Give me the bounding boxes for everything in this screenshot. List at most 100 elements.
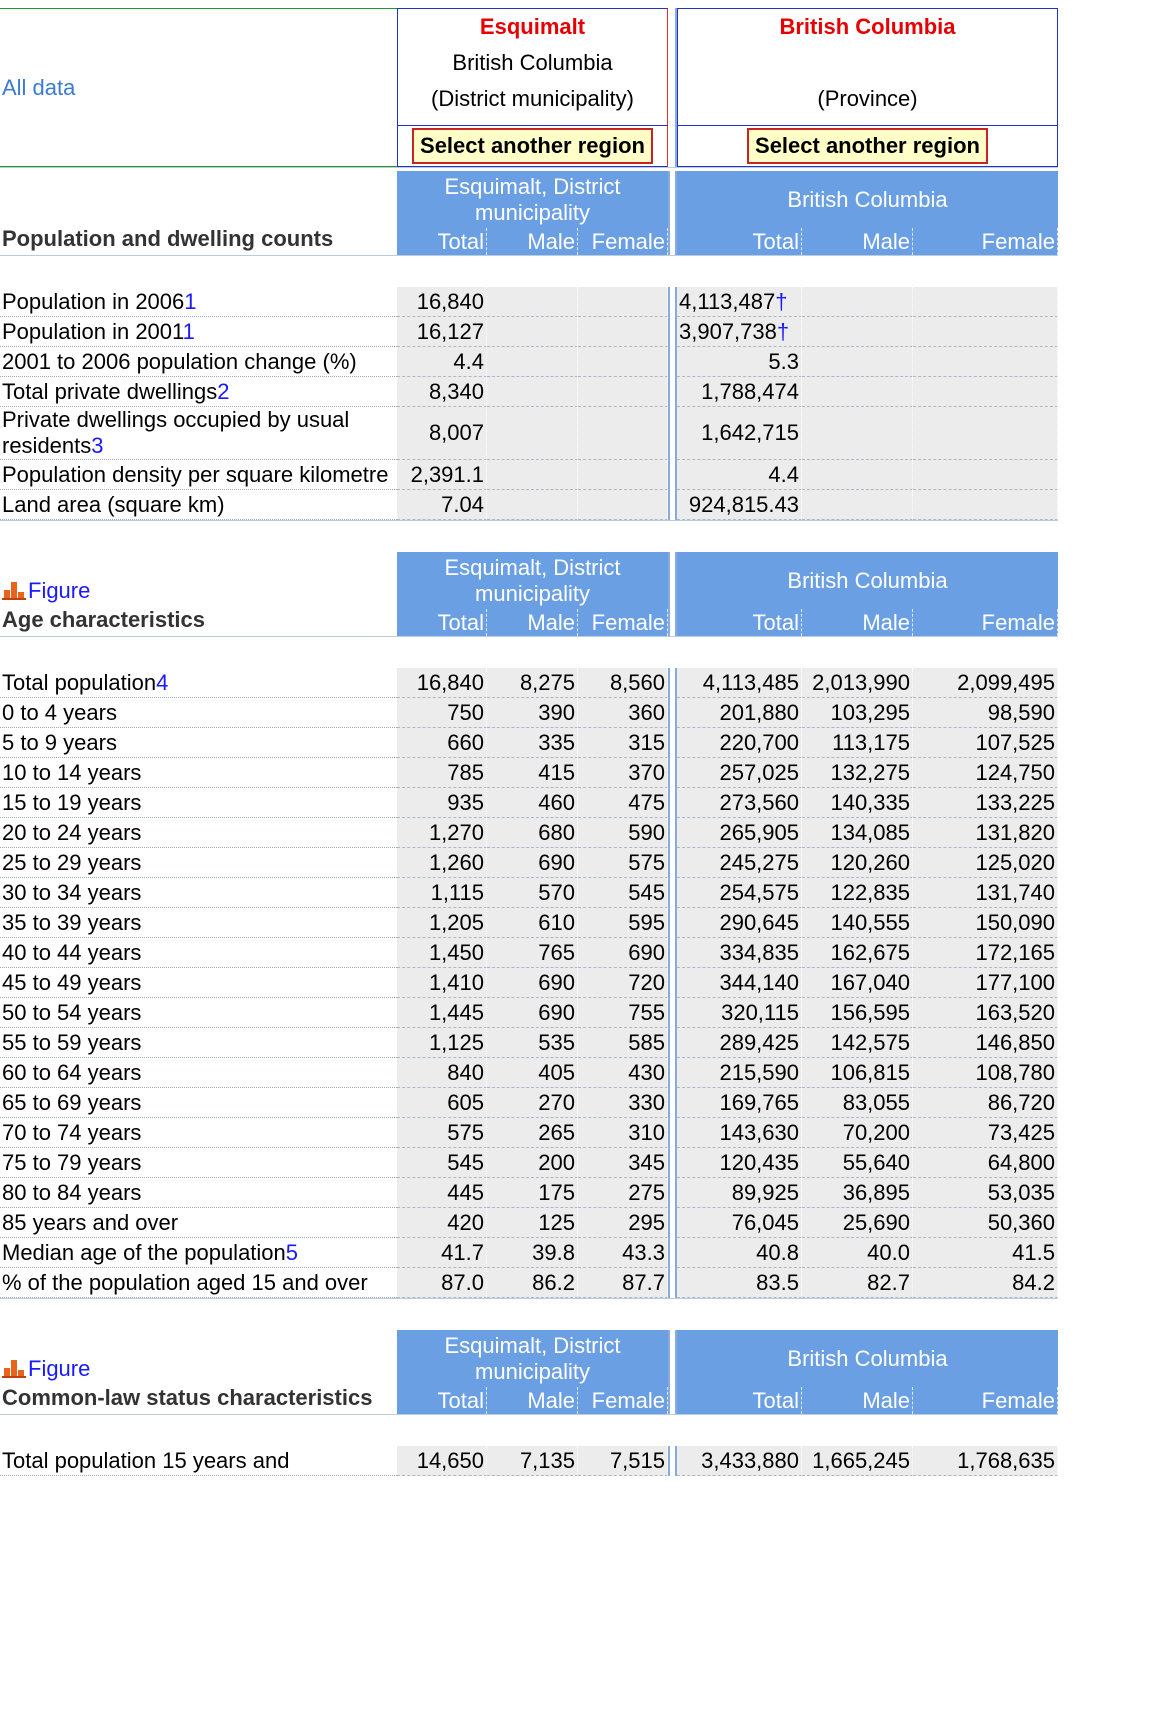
footnote-link[interactable]: 2 [217, 378, 230, 404]
value: 289,425 [719, 1029, 799, 1055]
value: 310 [628, 1119, 665, 1145]
value-cell: 177,100 [913, 968, 1058, 998]
row-label: 2001 to 2006 population change (%) [0, 347, 397, 377]
value-cell: 610 [487, 908, 578, 938]
value-cell: 405 [487, 1058, 578, 1088]
select-region-button[interactable]: Select another region [412, 128, 653, 164]
value: 765 [538, 939, 575, 965]
value-cell [913, 317, 1058, 347]
value-cell [802, 287, 913, 317]
value: 595 [628, 909, 665, 935]
column-header: Female [913, 609, 1058, 636]
all-data-link[interactable]: All data [2, 74, 76, 100]
value: 545 [447, 1149, 484, 1175]
region-name: British Columbia [779, 14, 956, 39]
value-cell [487, 317, 578, 347]
figure-link[interactable]: Figure [2, 576, 395, 605]
value-cell: 87.7 [578, 1268, 668, 1298]
row-label: Median age of the population5 [0, 1238, 397, 1268]
footnote-link[interactable]: 4 [156, 669, 169, 695]
value-cell: 535 [487, 1028, 578, 1058]
value: 8,340 [428, 378, 484, 404]
value-cell: 41.7 [397, 1238, 487, 1268]
footnote-link[interactable]: 3 [91, 433, 104, 458]
value: 265 [538, 1119, 575, 1145]
row-label: 35 to 39 years [0, 908, 397, 938]
value-cell: 295 [578, 1208, 668, 1238]
row-label: 5 to 9 years [0, 728, 397, 758]
row-label-text: Population density per square kilometre [2, 461, 389, 487]
section-label: Figure Age characteristics [0, 552, 397, 636]
value-cell: 41.5 [913, 1238, 1058, 1268]
value-cell [802, 407, 913, 460]
figure-text[interactable]: Figure [28, 578, 91, 603]
data-row: 30 to 34 years 1,115 570 545 254,575 122,835 1… [0, 878, 1058, 908]
separator [668, 788, 677, 818]
value-cell: 1,445 [397, 998, 487, 1028]
census-table: All data Esquimalt British Columbia (Distr… [0, 8, 1058, 1476]
value-cell: 785 [397, 758, 487, 788]
value-cell: 1,115 [397, 878, 487, 908]
value-cell: 1,270 [397, 818, 487, 848]
value-cell: 39.8 [487, 1238, 578, 1268]
value-cell: 289,425 [677, 1028, 802, 1058]
data-row: 20 to 24 years 1,270 680 590 265,905 134,085 1… [0, 818, 1058, 848]
value: 98,590 [987, 699, 1055, 725]
value-cell: 134,085 [802, 818, 913, 848]
value: 840 [447, 1059, 484, 1085]
value: 1,260 [428, 849, 484, 875]
value: 162,675 [830, 939, 910, 965]
group-header-row: Figure Age characteristics Esquimalt, Dist… [0, 552, 1058, 632]
select-region-button[interactable]: Select another region [747, 128, 988, 164]
column-header: Male [802, 1387, 913, 1414]
value: 16,840 [416, 288, 484, 314]
footnote-link[interactable]: 1 [184, 288, 197, 314]
value-cell: 1,788,474 [677, 377, 802, 407]
value-cell: 370 [578, 758, 668, 788]
value: 8,007 [428, 420, 484, 445]
footnote-link[interactable]: 1 [182, 318, 195, 344]
value: 334,835 [719, 939, 799, 965]
value: 370 [628, 759, 665, 785]
column-header: Total [677, 228, 802, 255]
value: 4.4 [453, 348, 484, 374]
value-cell: 84.2 [913, 1268, 1058, 1298]
row-label-text: 45 to 49 years [2, 969, 142, 995]
value: 64,800 [987, 1149, 1055, 1175]
value-cell: 720 [578, 968, 668, 998]
row-label: 25 to 29 years [0, 848, 397, 878]
flag-link[interactable]: † [776, 318, 790, 344]
value-cell: 16,840 [397, 668, 487, 698]
value: 8,275 [519, 669, 575, 695]
row-label: 80 to 84 years [0, 1178, 397, 1208]
figure-link[interactable]: Figure [2, 1354, 395, 1383]
value: 40.0 [867, 1239, 910, 1265]
row-label: % of the population aged 15 and over [0, 1268, 397, 1298]
value-cell: 8,560 [578, 668, 668, 698]
separator [668, 1178, 677, 1208]
value-cell: 690 [487, 968, 578, 998]
value: 70,200 [842, 1119, 910, 1145]
value-cell: 690 [487, 998, 578, 1028]
value-cell: 143,630 [677, 1118, 802, 1148]
value: 150,090 [975, 909, 1055, 935]
row-label: 10 to 14 years [0, 758, 397, 788]
value: 1,205 [428, 909, 484, 935]
value: 134,085 [830, 819, 910, 845]
value-cell: 430 [578, 1058, 668, 1088]
value-cell: 585 [578, 1028, 668, 1058]
figure-text[interactable]: Figure [28, 1356, 91, 1381]
value-cell: 50,360 [913, 1208, 1058, 1238]
value-cell: 605 [397, 1088, 487, 1118]
value: 132,275 [830, 759, 910, 785]
value-cell: 3,907,738† [677, 317, 802, 347]
value-cell: 83.5 [677, 1268, 802, 1298]
flag-link[interactable]: † [775, 288, 788, 314]
data-row: Population in 20011 16,127 3,907,738† [0, 317, 1058, 347]
value-cell: 344,140 [677, 968, 802, 998]
value: 5.3 [768, 348, 799, 374]
value-cell: 163,520 [913, 998, 1058, 1028]
footnote-link[interactable]: 5 [285, 1239, 299, 1265]
group-header: Esquimalt, District municipality [397, 552, 668, 609]
value: 660 [447, 729, 484, 755]
